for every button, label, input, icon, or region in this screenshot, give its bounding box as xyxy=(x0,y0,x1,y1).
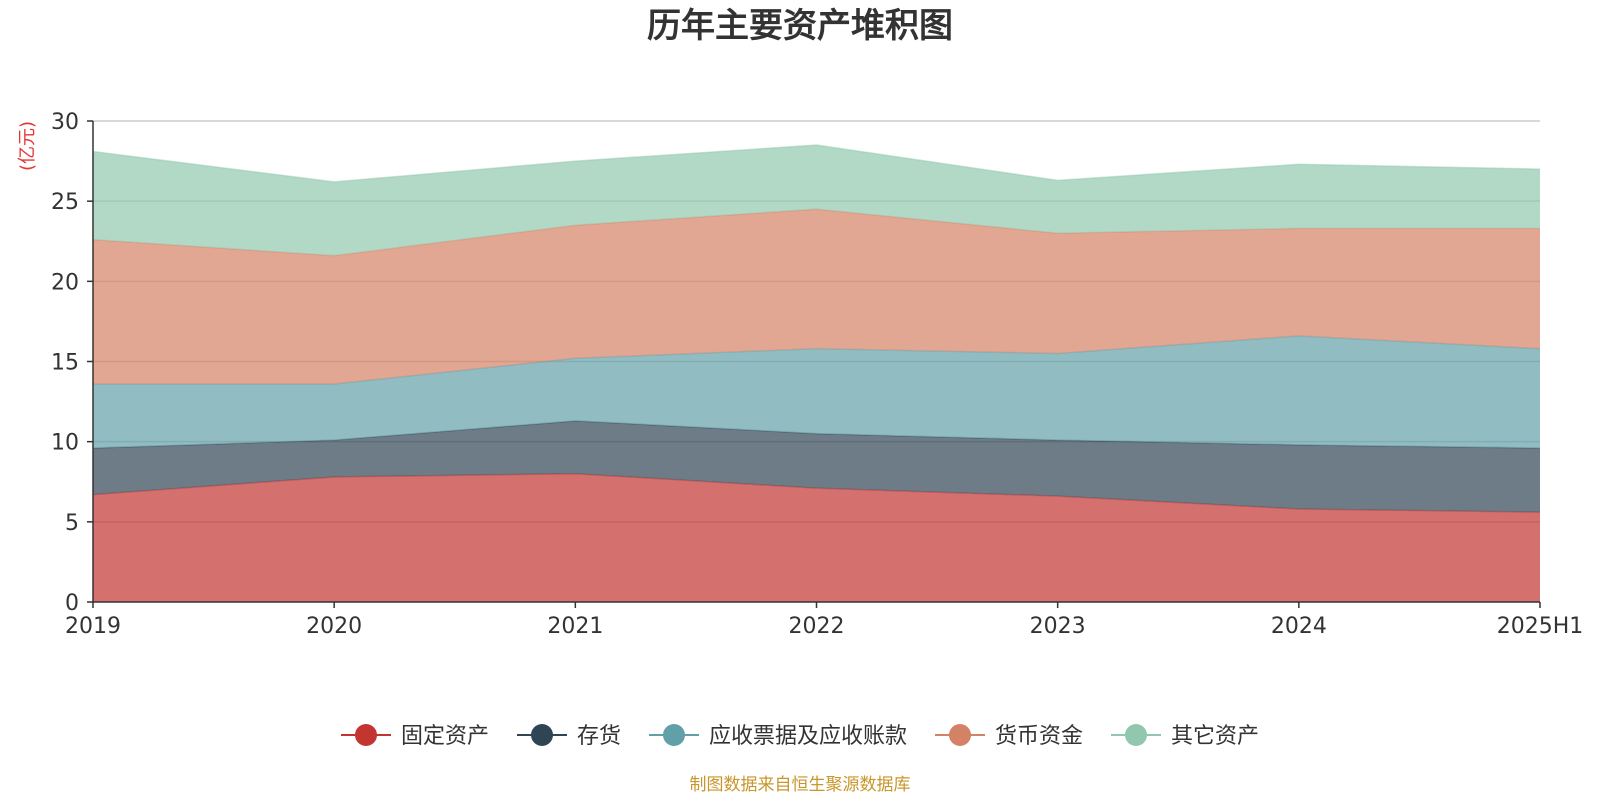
legend-item-2[interactable]: 应收票据及应收账款 xyxy=(649,724,907,749)
legend-label: 其它资产 xyxy=(1171,724,1259,749)
area-series-2 xyxy=(93,335,1540,449)
area-series-0 xyxy=(93,473,1540,602)
x-tick-label: 2020 xyxy=(306,614,362,639)
area-series-3 xyxy=(93,209,1540,384)
area-series-1 xyxy=(93,420,1540,513)
legend: 固定资产 存货 应收票据及应收账款 货币资金 其它资产 xyxy=(341,724,1259,749)
y-tick-label: 5 xyxy=(65,511,79,536)
legend-circle-icon xyxy=(949,724,971,746)
legend-label: 应收票据及应收账款 xyxy=(709,724,907,749)
x-tick-label: 2019 xyxy=(65,614,121,639)
legend-item-3[interactable]: 货币资金 xyxy=(935,724,1083,749)
x-tick-label: 2024 xyxy=(1271,614,1327,639)
y-tick-label: 30 xyxy=(51,110,79,135)
x-tick-label: 2022 xyxy=(789,614,845,639)
legend-item-0[interactable]: 固定资产 xyxy=(341,724,489,749)
unit-label: (亿元) xyxy=(17,121,38,171)
legend-label: 存货 xyxy=(577,724,621,749)
unit-label-text: 亿元 xyxy=(17,128,38,164)
area-series-edge-4 xyxy=(92,144,1541,183)
y-tick-label: 10 xyxy=(51,431,79,456)
source-note: 制图数据来自恒生聚源数据库 xyxy=(690,775,911,795)
legend-circle-icon xyxy=(663,724,685,746)
legend-circle-icon xyxy=(531,724,553,746)
unit-label-group: (亿元) xyxy=(17,121,38,171)
y-tick-label: 0 xyxy=(65,591,79,616)
y-tick-label: 20 xyxy=(51,270,79,295)
legend-label: 货币资金 xyxy=(995,724,1083,749)
y-tick-label: 15 xyxy=(51,351,79,376)
stacked-areas xyxy=(92,144,1541,602)
legend-circle-icon xyxy=(355,724,377,746)
area-series-4 xyxy=(93,145,1540,256)
y-tick-label: 25 xyxy=(51,190,79,215)
x-tick-label: 2025H1 xyxy=(1497,614,1584,639)
legend-item-1[interactable]: 存货 xyxy=(517,724,621,749)
legend-circle-icon xyxy=(1125,724,1147,746)
chart-title: 历年主要资产堆积图 xyxy=(647,6,953,46)
legend-item-4[interactable]: 其它资产 xyxy=(1111,724,1259,749)
legend-label: 固定资产 xyxy=(401,724,489,749)
x-tick-label: 2021 xyxy=(547,614,603,639)
axes: 0 5 10 15 20 25 30 2019 2020 2021 2022 2023 2024 2025… xyxy=(51,110,1583,639)
x-tick-label: 2023 xyxy=(1030,614,1086,639)
